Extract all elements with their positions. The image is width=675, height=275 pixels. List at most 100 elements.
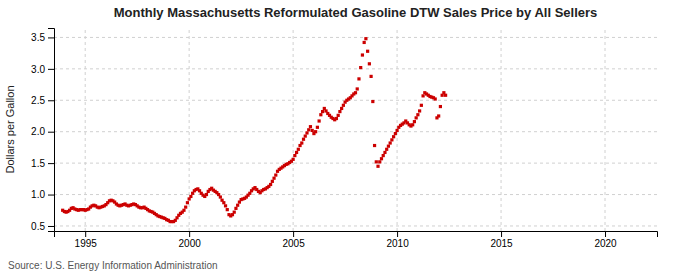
point [385, 148, 388, 151]
point [222, 201, 225, 204]
point [311, 129, 314, 132]
point [375, 160, 378, 163]
x-tick-group: 2020 [594, 231, 617, 249]
point [293, 154, 296, 157]
x-tick-group: 2005 [282, 231, 305, 249]
point [189, 195, 192, 198]
x-tick [189, 231, 190, 237]
point [314, 130, 317, 133]
point [434, 97, 437, 100]
point [382, 154, 385, 157]
point [292, 158, 295, 161]
x-tick [85, 231, 86, 237]
point [335, 117, 338, 120]
point [415, 116, 418, 119]
point [271, 180, 274, 183]
point [357, 77, 360, 80]
point [302, 138, 305, 141]
y-tick-group: 1.0 [31, 189, 54, 200]
point [421, 94, 424, 97]
point [354, 91, 357, 94]
point [269, 183, 272, 186]
x-axis: 199520002005201020152020 [55, 231, 658, 249]
point [319, 113, 322, 116]
y-tick-group: 2.5 [31, 95, 54, 106]
point [274, 173, 277, 176]
y-axis: 0.51.01.52.02.53.03.5 [31, 29, 54, 232]
point [376, 165, 379, 168]
point [272, 177, 275, 180]
y-tick-group: 2.0 [31, 126, 54, 137]
x-tick-label: 2020 [594, 238, 617, 249]
point [184, 206, 187, 209]
point [392, 135, 395, 138]
y-grid-line [54, 37, 657, 38]
point [439, 105, 442, 108]
y-tick [48, 100, 54, 101]
point [307, 128, 310, 131]
point [295, 151, 298, 154]
y-tick-label: 2.0 [31, 126, 45, 137]
point [321, 110, 324, 113]
point [338, 110, 341, 113]
y-tick-group: 3.0 [31, 64, 54, 75]
point [437, 114, 440, 117]
point [186, 201, 189, 204]
chart: Monthly Massachusetts Reformulated Gasol… [0, 0, 675, 275]
y-tick-label: 0.5 [31, 221, 45, 232]
y-tick-label: 2.5 [31, 95, 45, 106]
point [304, 134, 307, 137]
point [300, 141, 303, 144]
point [309, 125, 312, 128]
point [383, 151, 386, 154]
point [420, 104, 423, 107]
point [361, 53, 364, 56]
x-tick-group: 2015 [490, 231, 513, 249]
point [337, 114, 340, 117]
x-tick-label: 2000 [179, 238, 202, 249]
point [305, 131, 308, 134]
point [371, 100, 374, 103]
point [340, 107, 343, 110]
x-tick [501, 231, 502, 237]
x-tick-group: 2010 [386, 231, 409, 249]
point [395, 129, 398, 132]
point [342, 104, 345, 107]
point [233, 211, 236, 214]
title: Monthly Massachusetts Reformulated Gasol… [114, 5, 598, 20]
y-grid-line [54, 68, 657, 69]
point [378, 160, 381, 163]
x-grid-line [189, 28, 190, 231]
point [219, 195, 222, 198]
x-tick [293, 231, 294, 237]
point [364, 37, 367, 40]
point [356, 87, 359, 90]
x-grid-line [605, 28, 606, 231]
plot-area [61, 37, 447, 223]
point [359, 66, 362, 69]
y-tick [48, 37, 54, 38]
x-tick-label: 2010 [386, 238, 409, 249]
point [297, 148, 300, 151]
point [380, 157, 383, 160]
point [394, 132, 397, 135]
point [368, 62, 371, 65]
point [205, 193, 208, 196]
y-axis-line [48, 29, 55, 232]
y-grid-line [54, 131, 657, 132]
annotation: Source: U.S. Energy Information Administ… [8, 260, 218, 271]
y-tick-label: 1.0 [31, 189, 45, 200]
x-grid-line [85, 28, 86, 231]
y-grid-line [54, 225, 657, 226]
point [318, 119, 321, 122]
y-tick-label: 3.5 [31, 32, 45, 43]
point [413, 120, 416, 123]
point [316, 126, 319, 129]
y-tick-group: 0.5 [31, 221, 54, 232]
point [236, 204, 239, 207]
x-tick-label: 2005 [282, 238, 305, 249]
grid [54, 28, 657, 231]
point [234, 207, 237, 210]
point [226, 208, 229, 211]
point [369, 75, 372, 78]
